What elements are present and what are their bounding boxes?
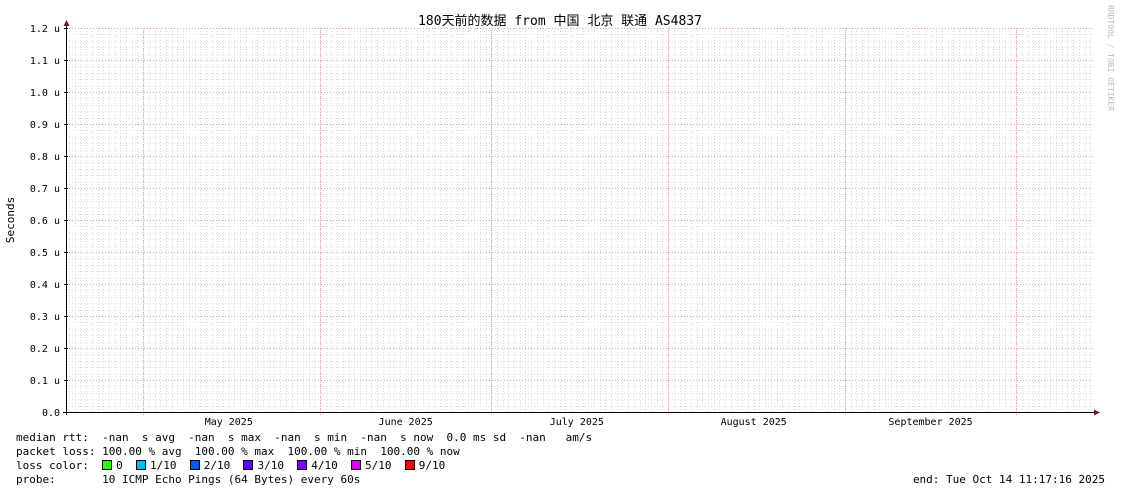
end-time: end: Tue Oct 14 11:17:16 2025 [912, 473, 1105, 486]
loss-color-item: 9/10 [391, 459, 445, 472]
x-tick-label: June 2025 [379, 417, 433, 428]
color-swatch [135, 460, 146, 470]
y-ticks: 0.0 0.1 u 0.2 u 0.3 u 0.4 u 0.5 u 0.6 u 0.7 u 0.… [30, 24, 68, 419]
loss-color-value: 3/10 [257, 459, 284, 472]
loss-color-item: 5/10 [338, 459, 392, 472]
loss-color-item: 0 [89, 459, 123, 472]
chart-title: 180天前的数据 from 中国 北京 联通 AS4837 [418, 13, 702, 29]
x-tick-label: August 2025 [721, 417, 787, 428]
y-tick-label: 0.8 u [30, 152, 60, 163]
x-tick-label: July 2025 [550, 417, 604, 428]
y-tick-label: 0.4 u [30, 280, 60, 291]
loss-color-value: 5/10 [364, 459, 392, 472]
y-tick-label: 0.5 u [30, 248, 60, 259]
loss-color-value: 1/10 [149, 459, 177, 472]
watermark: RRDTOOL / TOBI OETIKER [1106, 5, 1115, 111]
legend-packet-loss: packet loss: 100.00 % avg 100.00 % max 1… [16, 445, 460, 458]
y-tick-label: 1.2 u [30, 24, 60, 35]
color-swatch [297, 460, 308, 470]
color-swatch [350, 460, 361, 470]
loss-color-value: 2/10 [203, 459, 231, 472]
legend-median-rtt: median rtt: -nan s avg -nan s max -nan s… [16, 431, 593, 444]
y-tick-label: 0.1 u [30, 376, 60, 387]
color-swatch [102, 460, 113, 470]
x-ticks: May 2025 June 2025 July 2025 August 2025 Sep… [205, 417, 973, 428]
y-tick-label: 0.7 u [30, 184, 60, 195]
y-tick-label: 0.0 [42, 408, 60, 419]
loss-color-item: 3/10 [230, 459, 284, 472]
x-axis-arrow [1094, 409, 1100, 416]
legend-loss-color: loss color: 0 1/10 2/10 3/10 4/10 5/10 9… [16, 459, 445, 473]
loss-color-item: 1/10 [123, 459, 177, 472]
y-tick-label: 0.2 u [30, 344, 60, 355]
y-tick-label: 1.1 u [30, 56, 60, 67]
y-tick-label: 0.6 u [30, 216, 60, 227]
legend-probe: probe: 10 ICMP Echo Pings (64 Bytes) eve… [16, 473, 361, 486]
loss-color-label: loss color: [16, 459, 89, 472]
y-tick-label: 0.9 u [30, 120, 60, 131]
axes [63, 20, 1100, 416]
color-swatch [189, 460, 200, 470]
loss-color-value: 9/10 [418, 459, 446, 472]
color-swatch [243, 460, 254, 470]
loss-color-value: 0 [116, 459, 123, 472]
loss-color-value: 4/10 [311, 459, 338, 472]
loss-color-item: 2/10 [176, 459, 230, 472]
y-axis-arrow [63, 20, 70, 26]
y-tick-label: 0.3 u [30, 312, 60, 323]
x-tick-label: May 2025 [205, 417, 253, 428]
color-swatch [404, 460, 415, 470]
y-tick-label: 1.0 u [30, 88, 60, 99]
y-axis-label: Seconds [4, 197, 17, 243]
loss-color-item: 4/10 [284, 459, 338, 472]
grid [66, 28, 1093, 415]
x-tick-label: September 2025 [888, 417, 972, 428]
